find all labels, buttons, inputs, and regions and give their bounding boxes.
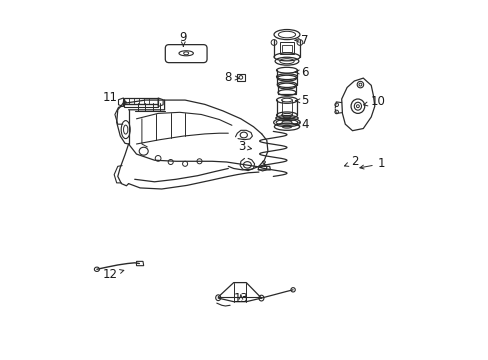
Bar <box>123 104 158 107</box>
Text: 2: 2 <box>344 156 358 168</box>
Text: 4: 4 <box>295 118 308 131</box>
Bar <box>282 45 291 52</box>
Text: 8: 8 <box>224 71 239 84</box>
Text: 9: 9 <box>179 31 187 46</box>
Text: 13: 13 <box>233 292 248 305</box>
Text: 11: 11 <box>102 91 126 104</box>
Bar <box>123 98 158 104</box>
Text: 5: 5 <box>295 94 308 107</box>
Text: 1: 1 <box>359 157 385 170</box>
Text: 3: 3 <box>237 140 251 153</box>
Bar <box>279 42 294 54</box>
Text: 12: 12 <box>102 268 123 281</box>
Text: 6: 6 <box>295 66 308 78</box>
Text: 10: 10 <box>363 95 385 108</box>
Text: 7: 7 <box>295 34 308 47</box>
